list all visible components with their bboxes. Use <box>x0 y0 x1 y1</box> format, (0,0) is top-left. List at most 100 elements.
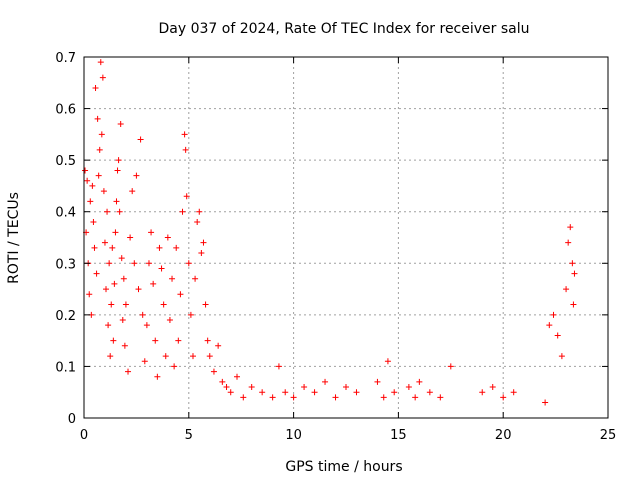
data-point <box>127 234 134 241</box>
data-point <box>100 188 107 195</box>
data-point <box>227 389 234 396</box>
y-tick-label: 0.1 <box>55 360 76 375</box>
data-point <box>569 260 576 267</box>
data-point <box>282 389 289 396</box>
data-point <box>106 260 113 267</box>
data-point <box>546 322 553 329</box>
data-point <box>202 301 209 308</box>
data-point <box>166 317 173 324</box>
data-points <box>82 59 578 406</box>
data-point <box>416 378 423 385</box>
data-point <box>248 384 255 391</box>
data-point <box>380 394 387 401</box>
data-point <box>215 342 222 349</box>
data-point <box>223 384 230 391</box>
data-point <box>173 244 180 251</box>
data-point <box>96 146 103 153</box>
data-point <box>145 260 152 267</box>
y-tick-label: 0.5 <box>55 154 76 169</box>
data-point <box>269 394 276 401</box>
data-point <box>107 353 114 360</box>
data-point <box>391 389 398 396</box>
data-point <box>311 389 318 396</box>
x-tick-label: 25 <box>600 428 617 443</box>
data-point <box>189 353 196 360</box>
data-point <box>353 389 360 396</box>
data-point <box>565 239 572 246</box>
data-point <box>301 384 308 391</box>
y-tick-label: 0.4 <box>55 206 76 221</box>
data-point <box>103 286 110 293</box>
y-tick-label: 0 <box>68 412 76 427</box>
data-point <box>182 146 189 153</box>
data-point <box>108 301 115 308</box>
data-point <box>120 275 127 282</box>
data-point <box>204 337 211 344</box>
data-point <box>196 208 203 215</box>
plot-frame <box>83 56 609 419</box>
data-point <box>384 358 391 365</box>
chart-title: Day 037 of 2024, Rate Of TEC Index for r… <box>158 21 529 37</box>
data-point <box>117 121 124 128</box>
data-point <box>175 337 182 344</box>
data-point <box>129 188 136 195</box>
data-point <box>122 301 129 308</box>
data-point <box>500 394 507 401</box>
data-point <box>554 332 561 339</box>
data-point <box>169 275 176 282</box>
data-point <box>162 353 169 360</box>
data-point <box>141 358 148 365</box>
data-point <box>290 394 297 401</box>
data-point <box>113 198 120 205</box>
data-point <box>198 249 205 256</box>
data-point <box>322 378 329 385</box>
data-point <box>426 389 433 396</box>
data-point <box>447 363 454 370</box>
data-point <box>84 177 91 184</box>
y-tick-labels: 0 0.1 0.2 0.3 0.4 0.5 0.6 0.7 <box>55 51 76 427</box>
data-point <box>125 368 132 375</box>
data-point <box>160 301 167 308</box>
data-point <box>158 265 165 272</box>
data-point <box>275 363 282 370</box>
data-point <box>101 239 108 246</box>
data-point <box>179 208 186 215</box>
data-point <box>131 260 138 267</box>
data-point <box>571 270 578 277</box>
data-point <box>89 182 96 189</box>
data-point <box>405 384 412 391</box>
data-point <box>164 234 171 241</box>
data-point <box>563 286 570 293</box>
data-point <box>109 244 116 251</box>
data-point <box>104 208 111 215</box>
y-axis-label: ROTI / TECUs <box>6 192 22 284</box>
data-point <box>95 172 102 179</box>
y-tick-label: 0.7 <box>55 51 76 66</box>
axis-ticks <box>83 56 609 419</box>
data-point <box>97 59 104 66</box>
data-point <box>187 311 194 318</box>
x-tick-label: 10 <box>285 428 302 443</box>
data-point <box>489 384 496 391</box>
data-point <box>234 373 241 380</box>
data-point <box>210 368 217 375</box>
data-point <box>200 239 207 246</box>
data-point <box>137 136 144 143</box>
x-tick-labels: 0 5 10 15 20 25 <box>80 428 616 443</box>
data-point <box>91 244 98 251</box>
data-point <box>177 291 184 298</box>
data-point <box>332 394 339 401</box>
data-point <box>118 255 125 262</box>
data-point <box>194 219 201 226</box>
data-point <box>437 394 444 401</box>
data-point <box>93 270 100 277</box>
data-point <box>542 399 549 406</box>
data-point <box>374 378 381 385</box>
data-point <box>111 280 118 287</box>
data-point <box>90 219 97 226</box>
data-point <box>154 373 161 380</box>
grid <box>84 57 608 418</box>
data-point <box>94 115 101 122</box>
data-point <box>558 353 565 360</box>
